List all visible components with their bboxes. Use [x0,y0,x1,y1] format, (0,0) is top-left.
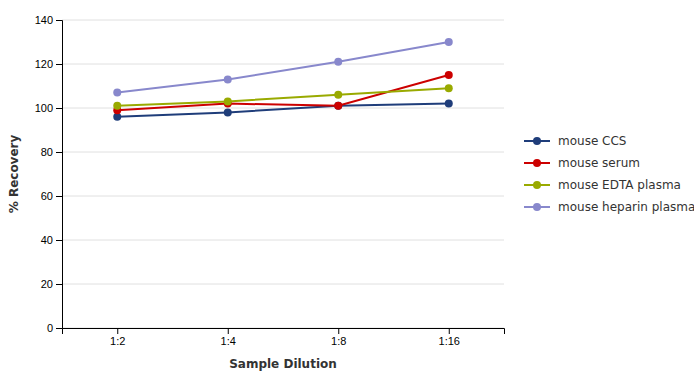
tick: 0 [47,322,62,334]
point [113,102,121,110]
tick-label: 140 [35,14,53,26]
grid-line [62,64,504,65]
legend-label: mouse serum [558,156,640,170]
tick-mark [449,328,450,334]
point [224,75,232,83]
legend-item: mouse CCS [524,134,626,148]
tick-mark [56,284,62,285]
point [334,102,342,110]
tick-mark [56,108,62,109]
series-layer [113,38,453,121]
grid-line [62,152,504,153]
tick-label: 1:16 [439,335,460,347]
tick-mark [56,20,62,21]
tick: 1:4 [221,328,236,347]
tick: 1:16 [439,328,460,347]
tick: 40 [41,234,62,246]
tick-label: 1:4 [221,335,236,347]
x-axis: 1:2 1:4 1:8 1:16 [63,328,505,347]
tick-mark [228,328,229,334]
legend-marker [533,203,541,211]
tick: 120 [35,58,62,70]
x-axis-title: Sample Dilution [229,357,337,371]
point [445,84,453,92]
tick: 100 [35,102,62,114]
tick: 140 [35,14,62,26]
tick-label: 40 [41,234,53,246]
legend-label: mouse CCS [558,134,626,148]
tick-label: 80 [41,146,53,158]
point [334,91,342,99]
point [224,108,232,116]
tick-label: 1:2 [110,335,125,347]
point [113,89,121,97]
tick-label: 120 [35,58,53,70]
legend-label: mouse EDTA plasma [558,178,681,192]
y-axis-title: % Recovery [7,135,21,214]
grid-line [62,240,504,241]
tick-mark [56,152,62,153]
tick-mark [56,196,62,197]
tick: 1:2 [110,328,125,347]
axis-line [56,21,63,329]
point [334,58,342,66]
tick-mark [56,240,62,241]
tick: 60 [41,190,62,202]
legend-item: mouse serum [524,156,640,170]
legend-marker [533,159,541,167]
tick-label: 100 [35,102,53,114]
legend-marker [533,181,541,189]
legend: mouse CCS mouse serum mouse EDTA plasma mou… [524,134,694,214]
tick-mark [338,328,339,334]
series-line [117,88,449,106]
tick-mark [56,328,62,329]
series-line [117,42,449,93]
tick-label: 0 [47,322,53,334]
legend-marker [533,137,541,145]
chart: 0 20 40 60 80 100 120 140 1:2 1:4 1:8 1:16 Sample Di… [0,0,694,380]
tick-label: 60 [41,190,53,202]
point [334,102,342,110]
point [224,97,232,105]
y-axis: 0 20 40 60 80 100 120 140 [35,14,63,334]
tick-label: 1:8 [331,335,346,347]
grid-line [62,20,504,21]
point [445,71,453,79]
tick-label: 20 [41,278,53,290]
tick: 80 [41,146,62,158]
tick-mark [117,328,118,334]
legend-item: mouse EDTA plasma [524,178,681,192]
grid [62,20,504,328]
axis-line [63,329,505,335]
grid-line [62,196,504,197]
tick-mark [56,64,62,65]
tick: 1:8 [331,328,346,347]
tick: 20 [41,278,62,290]
legend-item: mouse heparin plasma [524,200,694,214]
point [445,38,453,46]
series-line [117,75,449,110]
grid-line [62,284,504,285]
point [445,100,453,108]
legend-label: mouse heparin plasma [558,200,694,214]
plot: 0 20 40 60 80 100 120 140 1:2 1:4 1:8 1:16 Sample Di… [7,14,694,371]
